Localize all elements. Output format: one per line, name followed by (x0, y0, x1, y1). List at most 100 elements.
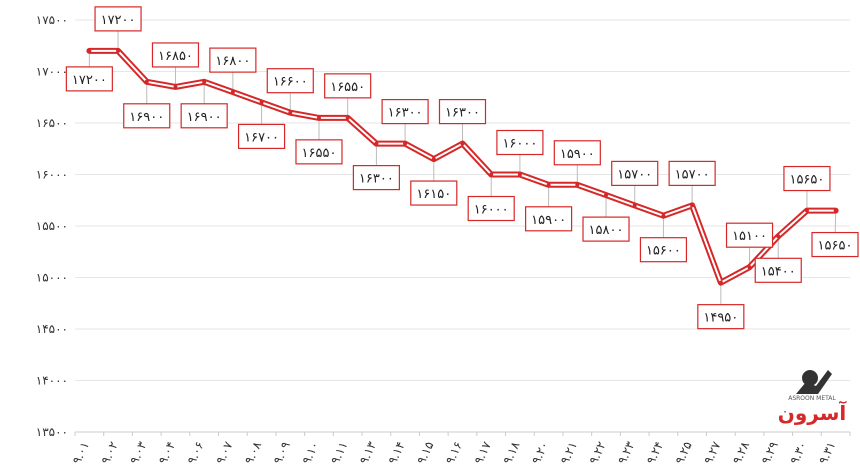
data-point (776, 234, 781, 239)
data-label-box (94, 6, 142, 32)
data-label-box (266, 68, 314, 94)
data-point (144, 79, 149, 84)
asroon-logo: ASROON METAL آسرون (778, 370, 848, 425)
x-tick-label: ۹.۱۰ (299, 439, 321, 466)
series-line-outer (86, 47, 839, 286)
x-tick-label: ۹.۰۳ (127, 439, 150, 466)
data-point (345, 115, 350, 120)
data-label-box (553, 140, 601, 166)
y-tick-label: ۱۴۰۰۰ (36, 374, 68, 388)
y-tick-label: ۱۳۵۰۰ (36, 425, 68, 439)
x-tick-label: ۹.۰۷ (213, 439, 236, 466)
data-label: ۱۷۲۰۰ (72, 73, 107, 88)
data-label-box (180, 103, 228, 129)
data-label: ۱۶۷۰۰ (244, 130, 279, 145)
data-label-box (811, 231, 859, 258)
data-point (288, 110, 293, 115)
x-axis-ticks: ۹.۰۱ ۹.۰۲ ۹.۰۳ ۹.۰۴ ۹.۰۶ ۹.۰۷ ۹.۰۸ ۹.۰۹ ۹.۱۰ ۹.۱۱… (70, 439, 839, 466)
data-label: ۱۵۹۰۰ (531, 213, 566, 228)
data-label-box (611, 160, 659, 186)
x-tick-label: ۹.۱۷ (471, 439, 494, 466)
data-label: ۱۵۸۰۰ (589, 223, 624, 238)
data-label: ۱۶۱۵۰ (416, 187, 451, 202)
data-label-box (467, 195, 515, 222)
data-label: ۱۶۵۵۰ (302, 146, 337, 161)
logo-subtext: ASROON METAL (788, 395, 836, 402)
data-label-box (151, 42, 200, 68)
x-tick-label: ۹.۲۴ (644, 439, 666, 466)
data-point (632, 203, 637, 208)
data-label-box (496, 129, 544, 156)
data-label: ۱۶۳۰۰ (359, 172, 394, 187)
data-label-box (725, 222, 774, 248)
data-label-box (295, 139, 343, 165)
y-tick-label: ۱۵۰۰۰ (36, 271, 68, 285)
data-label: ۱۶۰۰۰ (474, 203, 509, 218)
data-label: ۱۶۸۵۰ (158, 49, 193, 64)
data-point (546, 182, 551, 187)
data-label: ۱۵۶۵۰ (818, 239, 853, 254)
data-label: ۱۵۹۰۰ (560, 147, 595, 162)
x-tick-label: ۹.۰۶ (184, 439, 206, 466)
data-label: ۱۶۶۰۰ (273, 75, 308, 90)
x-tick-label: ۹.۲۳ (615, 439, 638, 466)
data-point (517, 172, 522, 177)
data-label: ۱۷۲۰۰ (101, 13, 136, 28)
y-tick-label: ۱۵۵۰۰ (36, 219, 68, 233)
y-tick-label: ۱۷۵۰۰ (36, 13, 68, 27)
x-tick-label: ۹.۲۱ (558, 439, 580, 466)
data-point (116, 48, 121, 53)
data-label-box (65, 66, 113, 92)
x-tick-label: ۹.۱۶ (443, 439, 465, 466)
x-tick-label: ۹.۲۸ (730, 439, 753, 466)
data-point (316, 115, 321, 120)
data-label: ۱۵۷۰۰ (617, 167, 652, 182)
data-point (460, 141, 465, 146)
x-tick-label: ۹.۰۴ (156, 439, 178, 466)
data-point (403, 141, 408, 146)
x-tick-label: ۹.۱۱ (328, 439, 350, 466)
data-point (374, 141, 379, 146)
data-point (202, 79, 207, 84)
data-label: ۱۶۳۰۰ (445, 106, 480, 121)
data-labels: ۱۷۲۰۰ ۱۷۲۰۰ ۱۶۹۰۰ ۱۶۸۵۰ ۱۶۹۰۰ ۱۶۸۰۰ ۱۶۷۰۰ ۱۶۶۰۰… (65, 6, 859, 330)
data-point (489, 172, 494, 177)
data-label-box (697, 304, 745, 330)
x-tick-label: ۹.۰۹ (271, 439, 293, 466)
x-tick-label: ۹.۳۱ (816, 439, 838, 466)
y-tick-label: ۱۷۰۰۰ (36, 65, 68, 79)
data-label: ۱۶۵۵۰ (330, 80, 365, 95)
data-label: ۱۶۹۰۰ (129, 110, 164, 125)
x-tick-label: ۹.۲۹ (758, 439, 780, 466)
y-axis-ticks: ۱۳۵۰۰ ۱۴۰۰۰ ۱۴۵۰۰ ۱۵۰۰۰ ۱۵۵۰۰ ۱۶۰۰۰ ۱۶۵۰۰ ۱۷۰۰۰… (36, 13, 68, 439)
data-label-box (639, 237, 688, 263)
x-tick-label: ۹.۲۲ (586, 439, 608, 466)
x-tick-label: ۹.۱۵ (414, 439, 436, 466)
data-point (575, 182, 580, 187)
data-point (87, 48, 92, 53)
data-label-box (324, 73, 372, 99)
x-tick-label: ۹.۰۱ (70, 439, 92, 466)
x-tick-label: ۹.۳۰ (787, 439, 809, 466)
data-label-box (438, 98, 487, 125)
data-label: ۱۶۸۰۰ (215, 54, 250, 69)
data-label-box (410, 180, 458, 206)
y-tick-label: ۱۶۵۰۰ (36, 116, 68, 130)
data-label-box (381, 98, 429, 125)
x-tick-label: ۹.۱۴ (385, 439, 407, 466)
y-tick-label: ۱۴۵۰۰ (36, 322, 68, 336)
y-tick-label: ۱۶۰۰۰ (36, 168, 68, 182)
series-line (86, 47, 839, 286)
data-label: ۱۵۷۰۰ (675, 167, 710, 182)
data-label-box (237, 123, 286, 150)
x-tick-label: ۹.۰۲ (98, 439, 120, 466)
series-line-inner (88, 49, 837, 284)
data-label-box (352, 165, 400, 191)
data-label: ۱۵۴۰۰ (761, 264, 796, 279)
data-label-box (123, 103, 171, 129)
logo-text: آسرون (778, 400, 848, 425)
data-label-box (754, 257, 802, 283)
data-point (604, 193, 609, 198)
logo-mark-icon (796, 370, 832, 394)
